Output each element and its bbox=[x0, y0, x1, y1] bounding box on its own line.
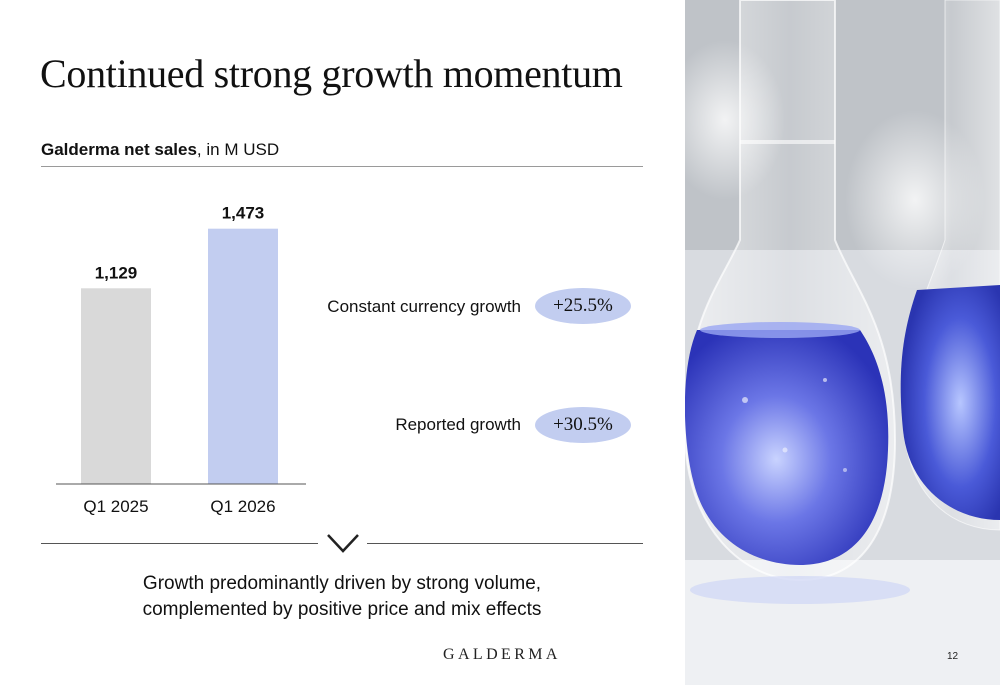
net-sales-chart: 1,129 Q1 2025 1,473 Q1 2026 bbox=[41, 180, 311, 525]
bar-chart-svg: 1,129 Q1 2025 1,473 Q1 2026 bbox=[56, 204, 306, 516]
conclusion-line-2: complemented by positive price and mix e… bbox=[142, 599, 542, 620]
bar-value-label: 1,473 bbox=[222, 204, 265, 223]
metric-label-constant-currency: Constant currency growth bbox=[327, 297, 521, 316]
metric-label-reported: Reported growth bbox=[395, 415, 521, 434]
lab-flask-photo bbox=[685, 0, 1000, 685]
page-number: 12 bbox=[947, 651, 959, 662]
subtitle-bold: Galderma net sales bbox=[41, 140, 197, 159]
conclusion-line-1: Growth predominantly driven by strong vo… bbox=[142, 573, 542, 594]
slide-title: Continued strong growth momentum bbox=[40, 51, 623, 96]
divider-left bbox=[41, 543, 318, 544]
bar-q1-2025 bbox=[81, 288, 151, 484]
galderma-logo: GALDERMA bbox=[443, 646, 561, 663]
x-tick-label: Q1 2025 bbox=[83, 497, 148, 516]
bar-value-label: 1,129 bbox=[95, 263, 138, 282]
bar-q1-2026 bbox=[208, 228, 278, 484]
divider-right bbox=[367, 543, 643, 544]
metric-pill-reported: +30.5% bbox=[535, 407, 631, 443]
conclusion-text: Growth predominantly driven by strong vo… bbox=[41, 571, 643, 623]
flask-illustration bbox=[685, 0, 1000, 685]
subtitle-unit: , in M USD bbox=[196, 140, 280, 159]
chart-subtitle: Galderma net sales, in M USD bbox=[41, 140, 279, 160]
metric-pill-constant-currency: +25.5% bbox=[535, 288, 631, 324]
x-tick-label: Q1 2026 bbox=[210, 497, 275, 516]
header-rule bbox=[41, 166, 643, 167]
chevron-down-icon bbox=[327, 534, 359, 553]
